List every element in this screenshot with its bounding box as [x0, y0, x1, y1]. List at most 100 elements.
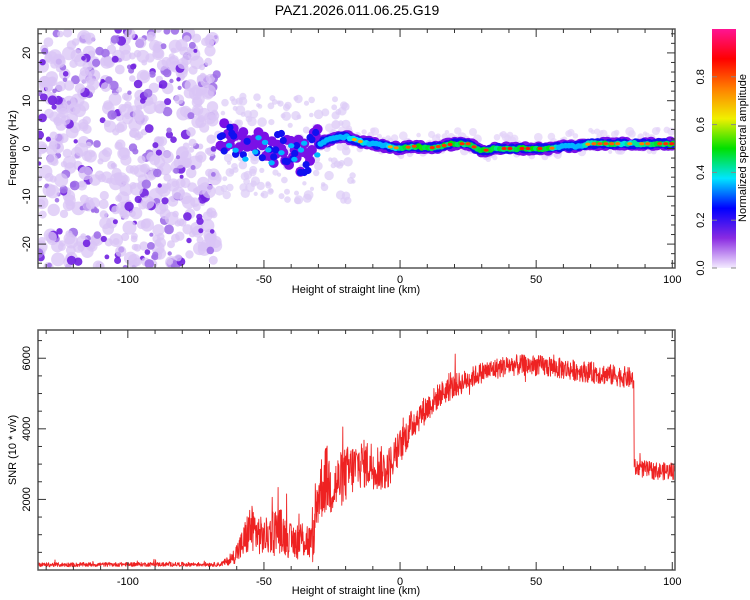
- noise-blob: [43, 37, 54, 47]
- noise-blob: [170, 47, 177, 54]
- noise-blob: [124, 201, 134, 211]
- noise-blob: [116, 36, 127, 46]
- noise-blob: [196, 217, 204, 225]
- noise-blob: [331, 111, 340, 120]
- noise-blob: [73, 104, 86, 118]
- noise-blob: [226, 160, 232, 165]
- noise-blob: [103, 100, 113, 110]
- noise-blob: [182, 142, 190, 150]
- noise-blob: [38, 130, 44, 140]
- colorbar-label: Normalized spectral amplitude: [737, 74, 749, 222]
- colorbar-tick-label: 0.0: [695, 260, 707, 275]
- ridge-mark: [268, 160, 275, 166]
- noise-blob: [174, 94, 185, 105]
- noise-blob: [188, 41, 196, 49]
- ridge-peak: [663, 142, 669, 146]
- ridge-halo: [361, 129, 367, 135]
- noise-blob: [129, 182, 143, 196]
- noise-blob: [52, 141, 64, 154]
- noise-blob: [110, 162, 118, 170]
- ridge-halo: [390, 134, 399, 142]
- noise-blob: [46, 262, 52, 268]
- noise-blob: [104, 120, 117, 133]
- noise-blob: [154, 103, 165, 114]
- x-tick-label: -50: [256, 274, 272, 286]
- ridge-mark: [277, 129, 285, 138]
- noise-blob: [210, 146, 217, 152]
- noise-blob: [94, 208, 100, 214]
- noise-blob: [92, 260, 104, 268]
- colorbar-tick-label: 0.4: [695, 165, 707, 180]
- noise-blob: [259, 167, 265, 173]
- noise-blob: [170, 136, 177, 143]
- noise-blob: [82, 200, 95, 212]
- noise-blob: [211, 172, 216, 177]
- noise-blob: [132, 148, 139, 155]
- noise-blob: [157, 183, 162, 188]
- noise-blob: [313, 109, 324, 120]
- ridge-mark: [226, 123, 234, 131]
- noise-blob: [38, 161, 42, 166]
- ridge-mark: [293, 142, 301, 150]
- noise-blob: [139, 164, 148, 173]
- noise-blob: [206, 114, 219, 127]
- noise-blob: [324, 170, 334, 181]
- noise-blob: [100, 82, 111, 92]
- noise-blob: [187, 112, 195, 120]
- noise-blob: [302, 126, 310, 134]
- noise-blob: [206, 246, 215, 255]
- noise-blob: [62, 77, 68, 83]
- ridge-peak: [387, 145, 393, 149]
- ridge-mark: [261, 139, 269, 145]
- noise-blob: [118, 147, 130, 159]
- ridge-halo: [594, 128, 601, 135]
- noise-blob: [170, 29, 180, 35]
- noise-blob: [248, 168, 257, 177]
- noise-blob: [120, 49, 132, 62]
- noise-blob: [157, 136, 168, 147]
- noise-blob: [179, 46, 189, 56]
- noise-blob: [93, 231, 102, 239]
- noise-blob: [129, 75, 136, 82]
- snr-line: [38, 353, 675, 568]
- noise-blob: [47, 95, 58, 106]
- noise-blob: [66, 255, 77, 265]
- noise-blob: [44, 172, 54, 182]
- ridge-halo: [567, 128, 575, 137]
- noise-blob: [124, 29, 136, 40]
- noise-blob: [133, 79, 143, 89]
- noise-blob: [140, 98, 146, 104]
- noise-blob: [46, 184, 60, 199]
- noise-blob: [308, 96, 316, 104]
- noise-blob: [73, 139, 78, 144]
- ridge-peak: [351, 138, 357, 142]
- noise-blob: [282, 103, 291, 111]
- noise-blob: [70, 93, 85, 108]
- x-tick-label: -50: [256, 576, 272, 588]
- noise-blob: [127, 90, 132, 95]
- noise-blob: [309, 186, 315, 191]
- noise-blob: [147, 242, 155, 250]
- ridge-peak: [603, 142, 609, 146]
- noise-blob: [253, 191, 258, 196]
- noise-blob: [268, 188, 274, 194]
- snr-frame: [37, 329, 676, 571]
- noise-blob: [51, 104, 57, 110]
- noise-blob: [186, 237, 192, 244]
- noise-blob: [57, 30, 64, 38]
- noise-blob: [55, 81, 67, 92]
- noise-blob: [114, 29, 123, 34]
- noise-blob: [114, 123, 125, 133]
- noise-blob: [158, 80, 168, 89]
- x-tick-label: -100: [117, 274, 139, 286]
- colorbar-gradient: [712, 29, 736, 268]
- noise-blob: [333, 160, 341, 168]
- ridge-mark: [288, 143, 295, 149]
- noise-blob: [161, 186, 169, 194]
- noise-blob: [122, 113, 133, 125]
- ridge-peak: [657, 142, 663, 146]
- noise-blob: [174, 254, 182, 262]
- noise-blob: [56, 228, 63, 235]
- noise-blob: [257, 117, 267, 127]
- noise-blob: [161, 197, 169, 205]
